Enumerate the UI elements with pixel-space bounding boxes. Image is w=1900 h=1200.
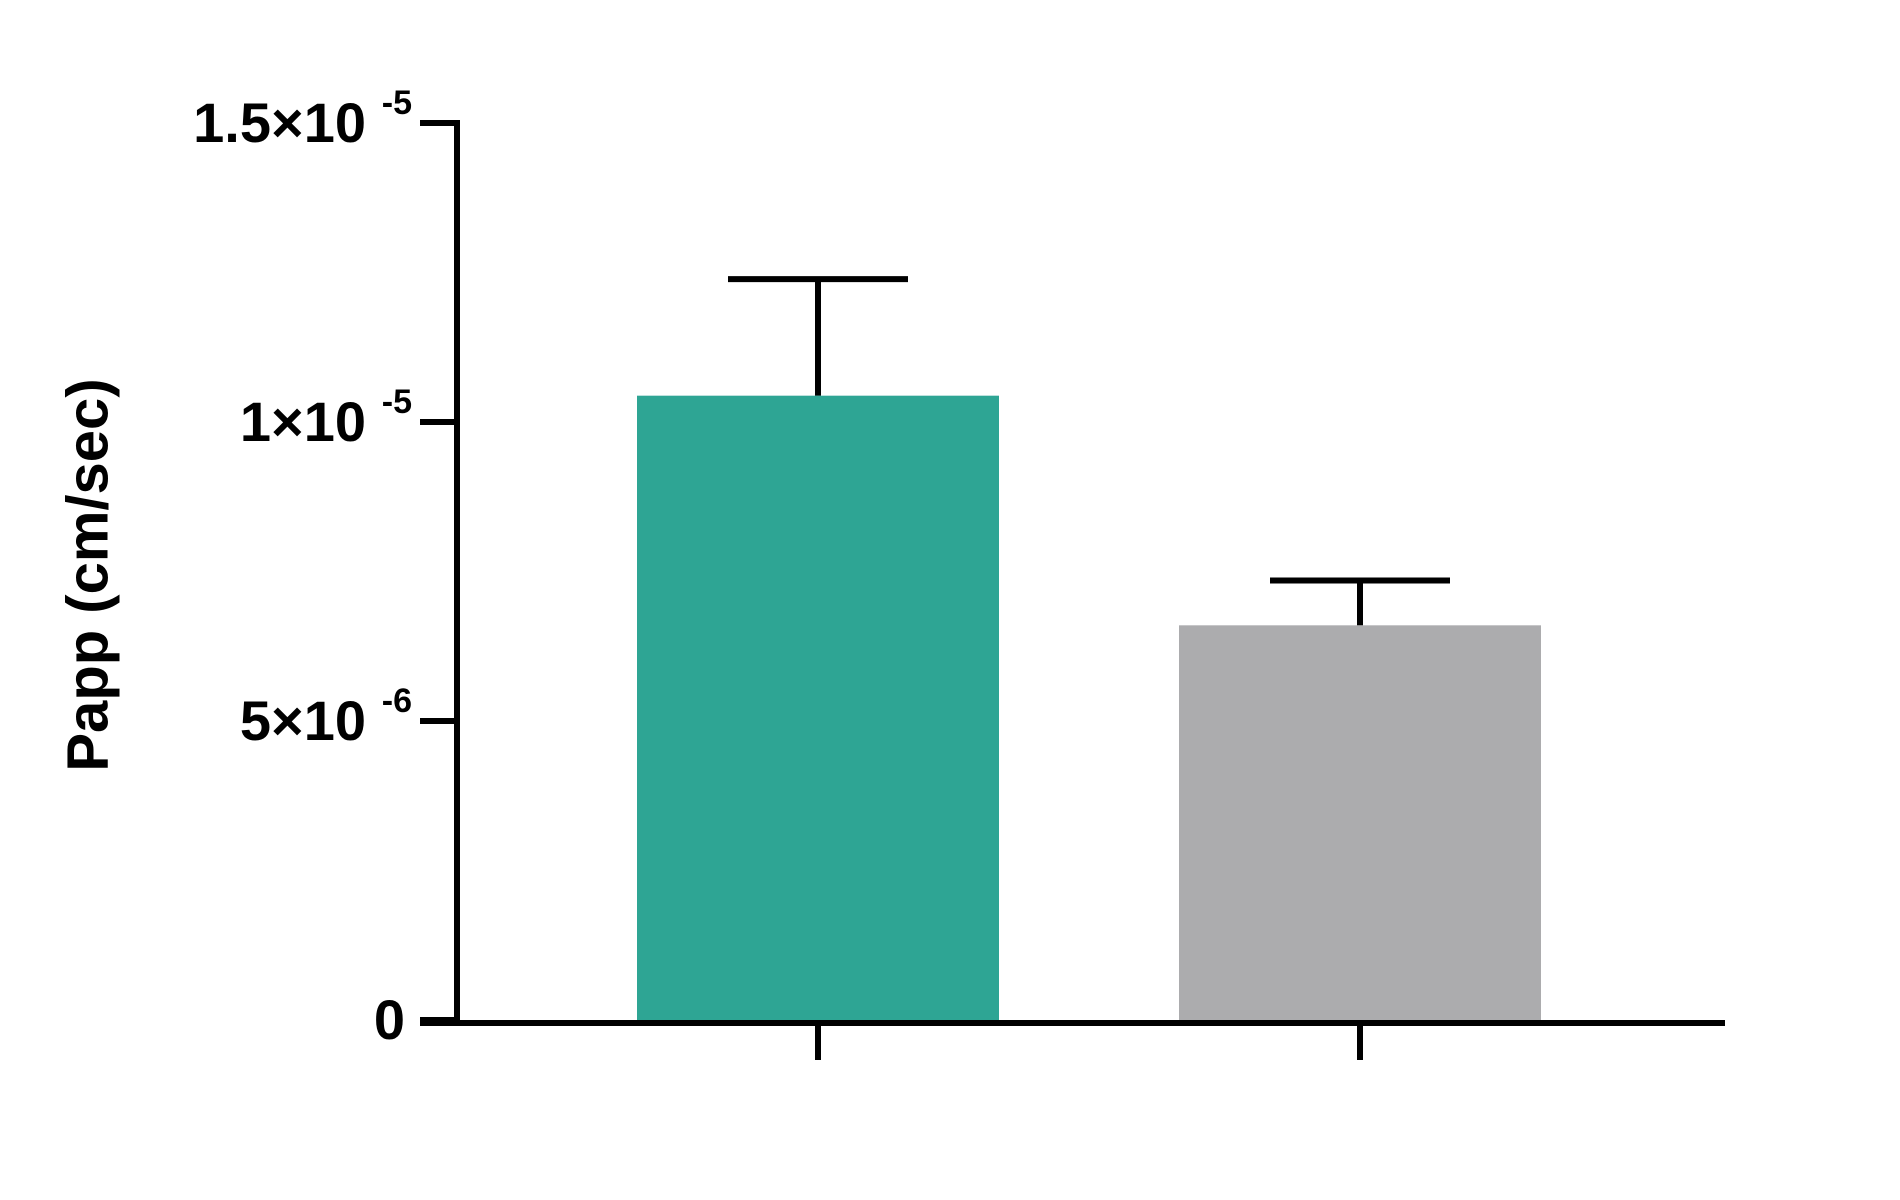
bar xyxy=(637,395,999,1020)
y-axis-label: Papp (cm/sec) xyxy=(55,378,120,771)
y-tick-label: 5×10 xyxy=(240,689,366,752)
y-tick-label: 1×10 xyxy=(240,390,366,453)
y-tick-label: 0 xyxy=(374,988,405,1051)
y-tick-exponent: -5 xyxy=(382,84,412,122)
y-tick-exponent: -5 xyxy=(382,383,412,421)
y-tick-label: 1.5×10 xyxy=(193,91,366,154)
y-tick-exponent: -6 xyxy=(382,682,412,720)
bar xyxy=(1179,625,1541,1020)
